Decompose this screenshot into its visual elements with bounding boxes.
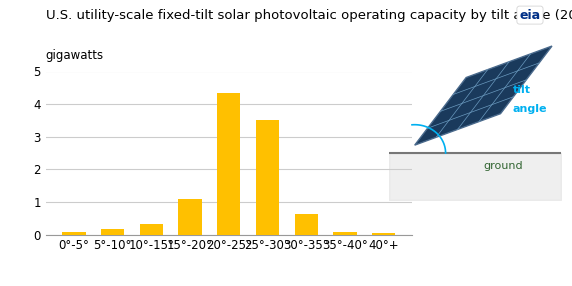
Text: eia: eia xyxy=(519,9,541,21)
Text: tilt: tilt xyxy=(513,85,530,95)
Text: U.S. utility-scale fixed-tilt solar photovoltaic operating capacity by tilt angl: U.S. utility-scale fixed-tilt solar phot… xyxy=(46,9,572,21)
Bar xyxy=(62,232,86,235)
Text: ground: ground xyxy=(483,161,523,171)
Bar xyxy=(372,233,395,235)
Bar xyxy=(178,199,202,235)
Text: angle: angle xyxy=(513,104,547,114)
Polygon shape xyxy=(415,46,552,145)
Bar xyxy=(333,232,356,235)
Bar xyxy=(217,93,240,235)
Bar xyxy=(256,120,279,235)
Bar xyxy=(101,229,124,235)
Text: gigawatts: gigawatts xyxy=(46,49,104,61)
Bar xyxy=(295,214,318,235)
Bar xyxy=(140,224,163,235)
